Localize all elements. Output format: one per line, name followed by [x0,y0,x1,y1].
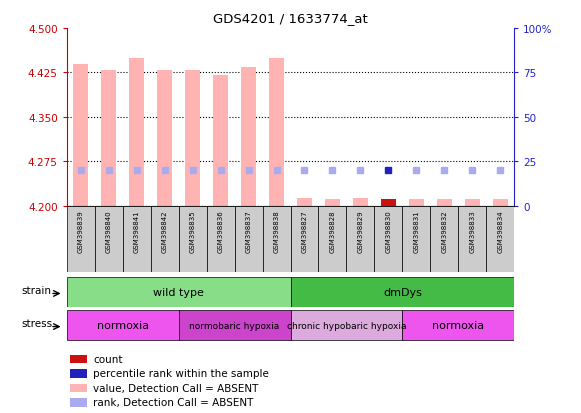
Bar [436,199,452,206]
Text: value, Detection Call = ABSENT: value, Detection Call = ABSENT [93,383,259,393]
Bar [179,311,290,340]
Bar [150,206,179,273]
Bar [67,278,290,307]
Text: GSM398836: GSM398836 [218,210,224,252]
Text: wild type: wild type [153,287,204,297]
Text: GSM398829: GSM398829 [357,210,363,252]
Text: GSM398837: GSM398837 [246,210,252,252]
Text: percentile rank within the sample: percentile rank within the sample [93,368,269,378]
Bar [353,199,368,206]
Text: GSM398830: GSM398830 [385,210,392,252]
Bar [101,70,116,206]
Bar [129,59,145,206]
Text: GSM398838: GSM398838 [274,210,279,252]
Text: GSM398832: GSM398832 [442,210,447,252]
Text: GSM398835: GSM398835 [189,210,196,252]
Bar [374,206,403,273]
Bar [207,206,235,273]
Bar [123,206,150,273]
Text: GSM398841: GSM398841 [134,210,139,252]
Bar [241,67,256,206]
Bar [290,278,514,307]
Bar [465,199,480,206]
Bar [403,311,514,340]
Bar [179,206,207,273]
Text: stress: stress [21,319,52,329]
Bar [431,206,458,273]
Bar [67,206,95,273]
Text: GSM398827: GSM398827 [302,210,307,252]
Text: normoxia: normoxia [96,320,149,330]
Bar [70,369,87,378]
Bar [493,199,508,206]
Bar [67,311,179,340]
Bar [73,64,88,206]
Text: GSM398840: GSM398840 [106,210,112,252]
Text: normoxia: normoxia [432,320,485,330]
Bar [318,206,346,273]
Text: GSM398831: GSM398831 [413,210,419,252]
Bar [70,355,87,363]
Text: GSM398842: GSM398842 [162,210,168,252]
Bar [157,70,173,206]
Bar [346,206,374,273]
Bar [297,199,312,206]
Bar [213,76,228,206]
Text: strain: strain [21,286,52,296]
Text: GDS4201 / 1633774_at: GDS4201 / 1633774_at [213,12,368,25]
Text: count: count [93,354,123,364]
Bar [381,199,396,206]
Bar [486,206,514,273]
Bar [408,199,424,206]
Text: normobaric hypoxia: normobaric hypoxia [189,321,279,330]
Bar [235,206,263,273]
Text: GSM398834: GSM398834 [497,210,503,252]
Text: GSM398833: GSM398833 [469,210,475,252]
Bar [290,311,403,340]
Bar [403,206,431,273]
Bar [95,206,123,273]
Bar [185,70,200,206]
Text: chronic hypobaric hypoxia: chronic hypobaric hypoxia [286,321,406,330]
Text: GSM398828: GSM398828 [329,210,335,252]
Bar [70,399,87,407]
Bar [70,384,87,392]
Bar [269,59,284,206]
Bar [325,199,340,206]
Bar [458,206,486,273]
Text: rank, Detection Call = ABSENT: rank, Detection Call = ABSENT [93,397,253,407]
Bar [290,206,318,273]
Text: GSM398839: GSM398839 [78,210,84,252]
Bar [263,206,290,273]
Text: dmDys: dmDys [383,287,422,297]
